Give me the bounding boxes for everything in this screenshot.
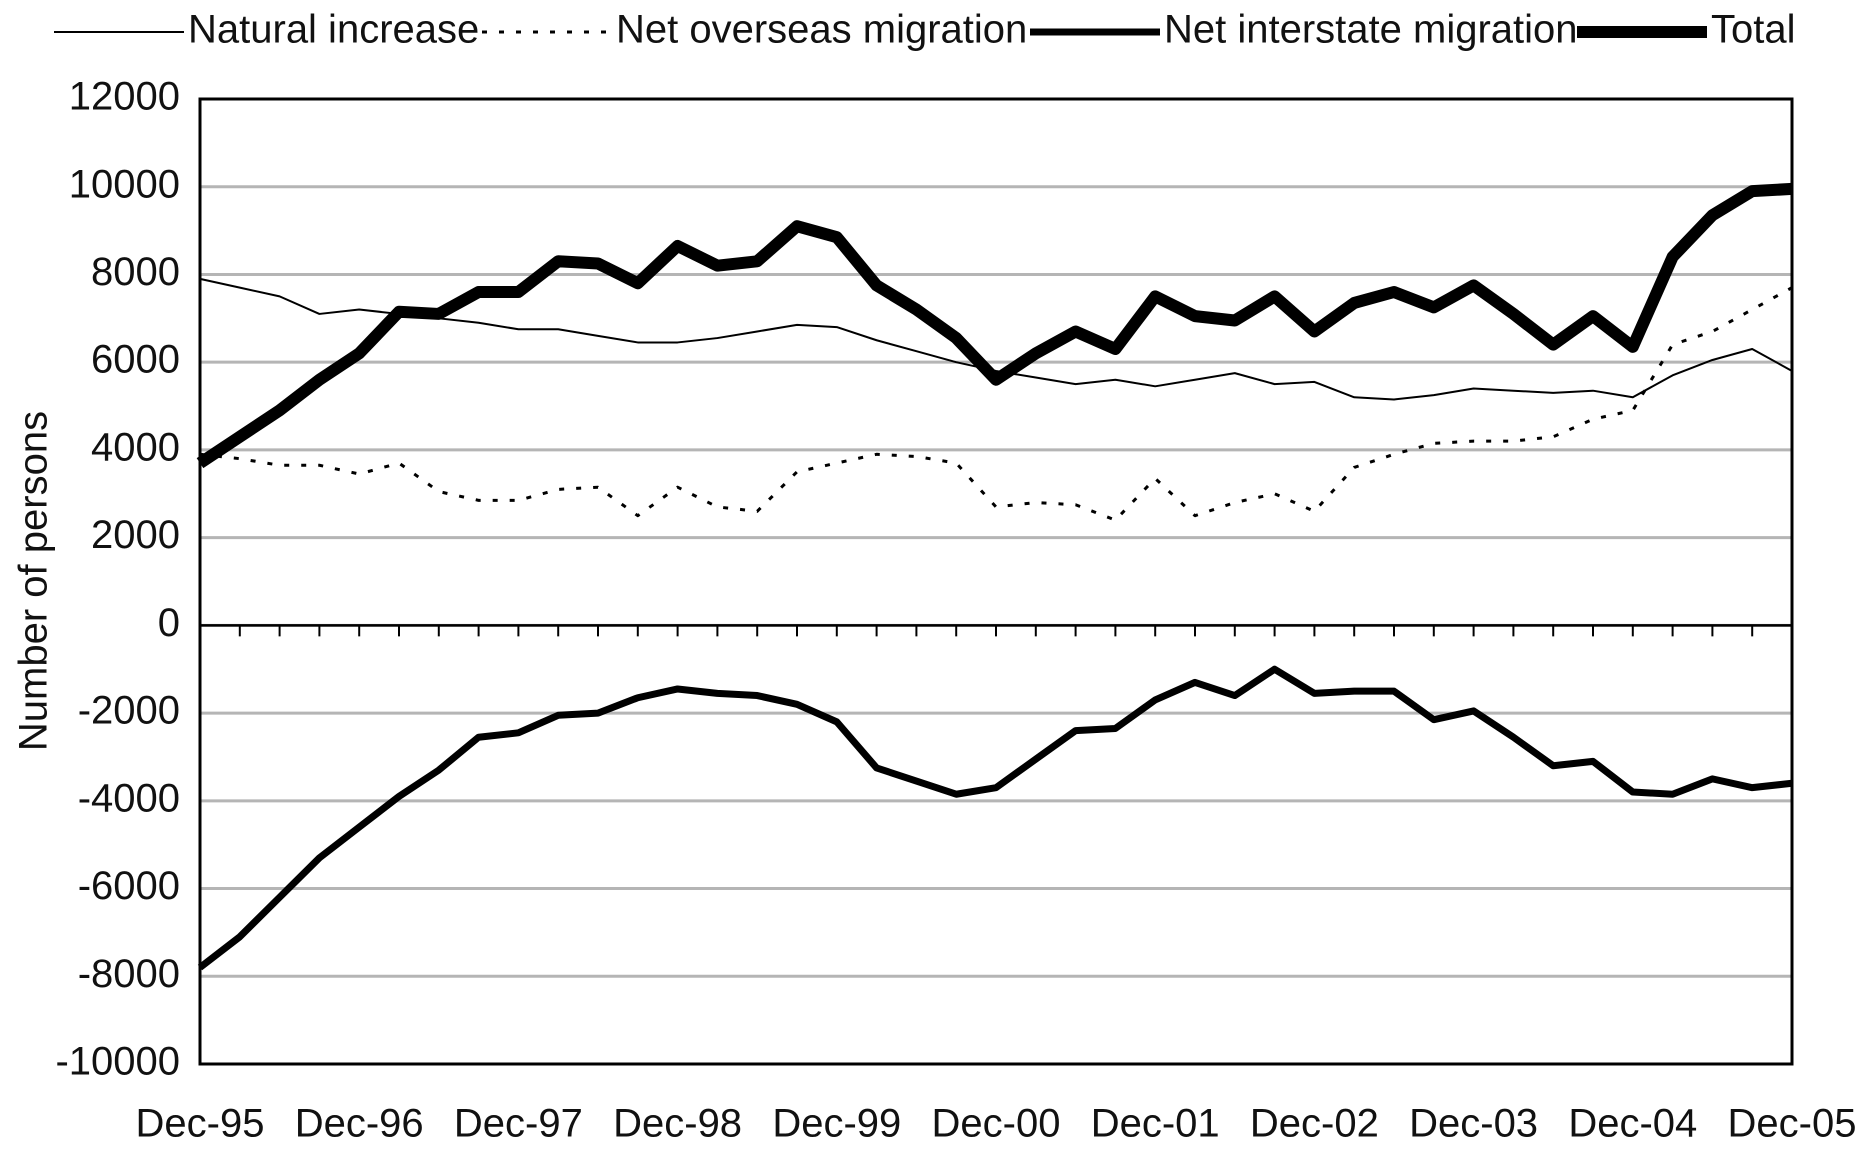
legend-label: Net overseas migration [616, 8, 1027, 52]
y-tick-label: -10000 [55, 1040, 180, 1084]
x-tick-label: Dec-00 [932, 1102, 1061, 1146]
y-tick-label: 12000 [69, 75, 180, 119]
legend-label: Net interstate migration [1164, 8, 1578, 52]
y-tick-label: 6000 [91, 338, 180, 382]
x-tick-label: Dec-99 [772, 1102, 901, 1146]
y-tick-label: 2000 [91, 513, 180, 557]
x-tick-label: Dec-01 [1091, 1102, 1220, 1146]
y-tick-label: 0 [158, 601, 180, 645]
x-tick-label: Dec-97 [454, 1102, 583, 1146]
series-line [197, 665, 1793, 971]
legend-label: Natural increase [188, 8, 479, 52]
series-line [196, 182, 1793, 469]
y-tick-label: -6000 [78, 864, 180, 908]
x-tick-label: Dec-98 [613, 1102, 742, 1146]
x-tick-label: Dec-95 [136, 1102, 265, 1146]
x-tick-label: Dec-04 [1568, 1102, 1697, 1146]
legend-label: Total [1711, 8, 1796, 52]
series-line [199, 286, 1793, 522]
y-tick-label: -4000 [78, 776, 180, 820]
y-tick-label: -8000 [78, 952, 180, 996]
y-tick-label: 10000 [69, 162, 180, 206]
x-tick-label: Dec-03 [1409, 1102, 1538, 1146]
x-tick-label: Dec-96 [295, 1102, 424, 1146]
series-line [199, 277, 1793, 401]
x-tick-label: Dec-05 [1728, 1102, 1857, 1146]
y-tick-label: 4000 [91, 425, 180, 469]
y-axis-label: Number of persons [12, 411, 56, 751]
x-tick-label: Dec-02 [1250, 1102, 1379, 1146]
y-tick-label: -2000 [78, 689, 180, 733]
y-tick-label: 8000 [91, 250, 180, 294]
plot-frame [198, 97, 1794, 1066]
